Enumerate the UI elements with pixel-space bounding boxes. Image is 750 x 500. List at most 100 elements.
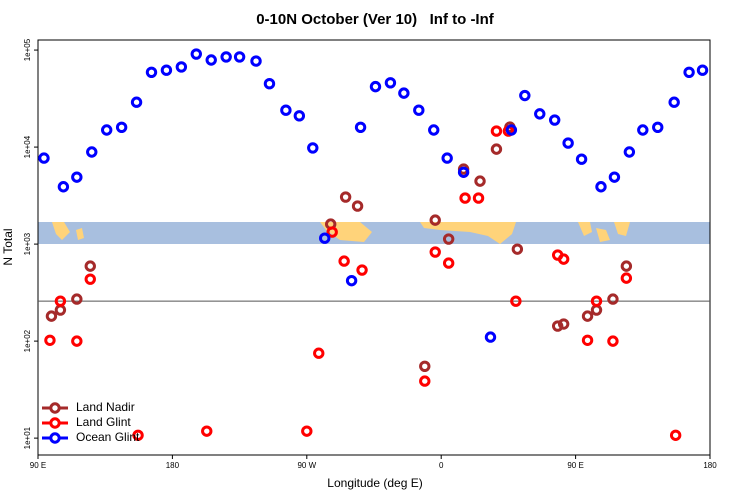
point bbox=[441, 152, 453, 164]
point bbox=[307, 142, 319, 154]
point bbox=[669, 429, 682, 441]
point bbox=[510, 295, 522, 307]
point bbox=[607, 335, 619, 347]
point bbox=[71, 335, 83, 347]
point bbox=[57, 181, 70, 193]
point bbox=[620, 260, 633, 272]
legend-marker bbox=[49, 432, 61, 444]
legend-marker bbox=[49, 417, 61, 429]
point bbox=[44, 334, 56, 346]
plot-frame bbox=[37, 39, 711, 456]
point bbox=[548, 114, 561, 126]
x-tick-label: 180 bbox=[166, 461, 180, 470]
point bbox=[86, 146, 98, 158]
chart-title: 0-10N October (Ver 10) Inf to -Inf bbox=[256, 11, 495, 28]
point bbox=[490, 125, 503, 137]
point bbox=[190, 48, 202, 60]
point bbox=[384, 77, 397, 89]
legend-marker bbox=[49, 402, 61, 414]
y-tick-label: 1e+04 bbox=[23, 135, 32, 158]
point bbox=[220, 51, 232, 63]
x-tick-label: 90 E bbox=[30, 461, 46, 470]
point bbox=[233, 51, 246, 63]
point bbox=[145, 66, 158, 79]
point bbox=[442, 257, 455, 269]
point bbox=[130, 96, 143, 108]
map-land bbox=[52, 222, 630, 244]
y-tick-label: 1e+02 bbox=[23, 329, 32, 352]
point bbox=[54, 304, 67, 316]
point bbox=[696, 64, 709, 76]
point bbox=[319, 232, 331, 244]
point bbox=[398, 87, 410, 99]
point bbox=[326, 226, 338, 238]
point bbox=[263, 78, 276, 90]
point bbox=[84, 260, 96, 272]
point bbox=[595, 181, 607, 193]
x-tick-label: 0 bbox=[439, 461, 444, 470]
point bbox=[413, 104, 425, 116]
point bbox=[442, 233, 455, 245]
point bbox=[293, 110, 306, 122]
point bbox=[313, 347, 325, 359]
point bbox=[637, 124, 649, 136]
point bbox=[351, 200, 364, 212]
point bbox=[581, 310, 594, 322]
point bbox=[474, 175, 486, 187]
point bbox=[623, 146, 636, 158]
x-axis-label: Longitude (deg E) bbox=[327, 476, 422, 490]
point bbox=[620, 272, 633, 284]
map-ocean bbox=[38, 222, 710, 244]
point bbox=[534, 108, 546, 120]
point bbox=[668, 96, 680, 108]
point bbox=[71, 293, 83, 305]
point bbox=[345, 274, 358, 287]
legend-label: Land Nadir bbox=[76, 400, 135, 414]
point bbox=[115, 121, 128, 133]
y-tick-label: 1e+03 bbox=[23, 232, 32, 255]
point bbox=[590, 295, 603, 307]
point bbox=[652, 121, 664, 133]
point bbox=[301, 425, 313, 437]
point bbox=[45, 310, 58, 322]
point bbox=[505, 124, 518, 136]
point bbox=[160, 64, 173, 76]
point bbox=[339, 191, 352, 203]
point bbox=[457, 166, 470, 178]
y-tick-label: 1e+01 bbox=[23, 426, 32, 449]
point bbox=[369, 80, 382, 93]
point bbox=[419, 375, 431, 387]
map-strip bbox=[38, 222, 710, 244]
point bbox=[683, 66, 695, 79]
point bbox=[511, 243, 524, 255]
x-tick-label: 180 bbox=[703, 461, 717, 470]
point bbox=[250, 55, 262, 67]
legend-label: Ocean Glint bbox=[76, 430, 140, 444]
x-tick-label: 90 W bbox=[297, 461, 316, 470]
point bbox=[38, 152, 50, 164]
point bbox=[338, 255, 350, 267]
point bbox=[557, 318, 570, 330]
point bbox=[175, 61, 188, 73]
point bbox=[356, 264, 368, 276]
y-axis-label: N Total bbox=[1, 228, 15, 265]
point bbox=[428, 124, 440, 136]
x-tick-label: 90 E bbox=[567, 461, 583, 470]
point bbox=[608, 171, 621, 183]
point bbox=[551, 320, 564, 332]
point bbox=[484, 331, 497, 343]
point bbox=[490, 143, 503, 155]
point bbox=[519, 89, 531, 102]
point bbox=[429, 246, 441, 258]
point bbox=[201, 425, 213, 437]
point bbox=[590, 304, 603, 316]
point bbox=[557, 253, 570, 265]
point bbox=[280, 104, 292, 116]
point bbox=[71, 171, 83, 183]
point bbox=[562, 137, 574, 149]
point bbox=[100, 124, 113, 136]
legend-label: Land Glint bbox=[76, 415, 131, 429]
point bbox=[84, 273, 96, 285]
point bbox=[132, 429, 144, 441]
